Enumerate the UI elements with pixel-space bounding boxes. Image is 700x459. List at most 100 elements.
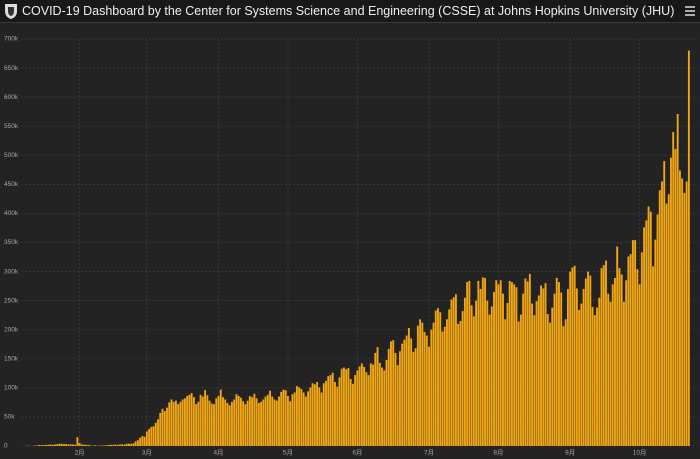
bar — [441, 331, 444, 446]
bar — [148, 429, 151, 446]
x-tick-label: 8月 — [493, 449, 503, 457]
bar — [658, 190, 661, 446]
bar — [578, 309, 581, 446]
bar — [186, 395, 189, 446]
bar — [450, 299, 453, 446]
menu-button[interactable] — [684, 5, 696, 17]
bar — [374, 352, 377, 446]
bar — [54, 444, 56, 446]
bar — [419, 319, 422, 446]
bar — [255, 398, 258, 446]
bar — [674, 148, 677, 446]
bar — [338, 377, 341, 446]
bar — [208, 400, 211, 446]
bar — [300, 389, 303, 446]
bar — [63, 444, 65, 446]
bar — [334, 382, 336, 446]
bar — [616, 246, 619, 446]
x-tick-label: 3月 — [142, 449, 152, 457]
y-tick-label: 100k — [4, 385, 19, 392]
x-tick-label: 10月 — [633, 449, 647, 457]
x-tick-label: 7月 — [424, 449, 434, 457]
y-tick-label: 250k — [4, 297, 19, 304]
bar — [206, 395, 209, 446]
bar — [343, 367, 345, 446]
bar — [392, 340, 395, 446]
bar — [235, 394, 238, 446]
bar — [497, 284, 500, 446]
bar — [179, 401, 182, 446]
bar — [649, 211, 652, 446]
bar — [114, 444, 117, 446]
bar — [188, 394, 191, 446]
bar — [228, 405, 231, 446]
bar — [634, 240, 637, 446]
bar — [645, 220, 648, 446]
bar — [676, 114, 679, 447]
bar — [170, 399, 173, 446]
bar — [381, 367, 383, 446]
bar — [463, 297, 466, 446]
bar — [40, 445, 43, 446]
bar — [150, 426, 153, 446]
bar — [524, 278, 527, 446]
bar — [457, 323, 460, 446]
bar — [51, 444, 54, 446]
bar — [584, 278, 587, 446]
bar — [210, 403, 213, 446]
bar — [551, 307, 554, 446]
bar — [605, 260, 607, 446]
bar — [385, 359, 388, 446]
bar — [403, 339, 406, 446]
y-tick-label: 600k — [4, 94, 19, 101]
bar — [580, 303, 583, 446]
bar — [219, 389, 222, 446]
bar — [134, 441, 137, 446]
x-tick-label: 4月 — [213, 449, 223, 457]
bar — [383, 370, 386, 446]
bar — [510, 282, 513, 446]
y-tick-label: 350k — [4, 239, 19, 246]
y-tick-label: 650k — [4, 65, 19, 72]
bar — [363, 366, 366, 446]
bar — [289, 401, 292, 446]
bar — [573, 265, 576, 446]
bar — [163, 411, 166, 446]
bar — [298, 387, 301, 446]
bar — [517, 321, 520, 446]
logo — [5, 4, 17, 19]
bar — [421, 322, 424, 446]
bar — [546, 314, 549, 446]
bar — [587, 271, 590, 446]
bar — [190, 393, 193, 446]
bar — [349, 379, 352, 446]
bar — [204, 390, 207, 446]
bar — [266, 394, 269, 446]
bar — [629, 254, 632, 446]
bar — [213, 404, 215, 446]
bar — [609, 301, 612, 446]
bar — [618, 268, 621, 446]
bar — [329, 375, 332, 446]
bar — [168, 402, 171, 446]
bar — [244, 404, 247, 446]
bar — [139, 437, 142, 446]
bar — [549, 322, 551, 446]
bar — [145, 431, 148, 446]
bar — [166, 407, 168, 446]
bar — [311, 383, 314, 446]
bar — [562, 326, 565, 446]
bar — [107, 444, 110, 446]
bar — [439, 312, 442, 446]
bar — [157, 419, 159, 446]
bar — [60, 443, 63, 446]
bar — [437, 308, 439, 446]
bar — [284, 390, 287, 446]
bar — [631, 240, 634, 446]
bar — [459, 320, 462, 446]
bar — [295, 386, 298, 446]
bar — [627, 256, 630, 446]
bar — [654, 239, 657, 446]
bar — [345, 369, 348, 446]
bar — [45, 444, 47, 446]
